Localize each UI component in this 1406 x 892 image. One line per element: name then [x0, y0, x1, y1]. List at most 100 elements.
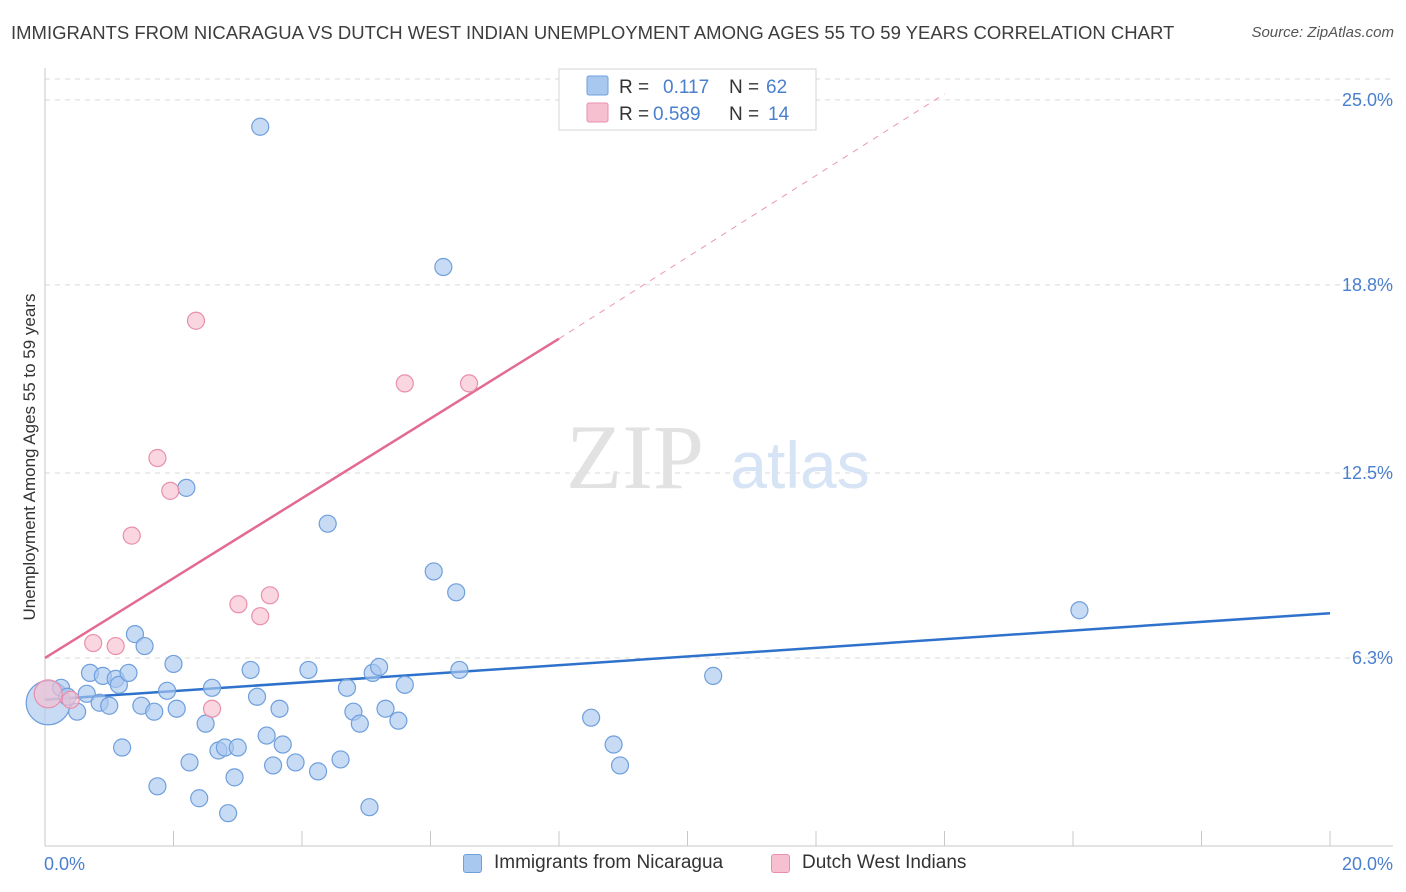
legend-n-value: 62: [766, 77, 787, 98]
point-nicaragua: [270, 699, 289, 718]
chart-title: IMMIGRANTS FROM NICARAGUA VS DUTCH WEST …: [11, 22, 1175, 43]
legend-swatch-blue: [586, 75, 609, 96]
point-nicaragua: [257, 726, 276, 745]
gridlines: [45, 78, 1393, 659]
legend-swatch-pink: [586, 102, 609, 123]
data-points: [25, 117, 1089, 823]
point-nicaragua: [112, 738, 132, 757]
legend-n-value: 14: [768, 104, 790, 125]
y-axis-label: Unemployment Among Ages 55 to 59 years: [20, 294, 39, 621]
point-nicaragua: [350, 714, 369, 733]
point-nicaragua: [263, 756, 283, 775]
point-nicaragua: [424, 562, 443, 581]
tick-labels: 6.3% 12.5% 18.8% 25.0% 0.0% 20.0%: [44, 90, 1393, 874]
point-nicaragua: [228, 738, 247, 757]
y-tick-label: 25.0%: [1342, 90, 1393, 110]
point-nicaragua: [376, 699, 395, 718]
point-dutch-west-indians: [229, 595, 248, 614]
legend-r-label: R =: [619, 77, 649, 98]
point-nicaragua: [145, 702, 164, 721]
point-dutch-west-indians: [459, 374, 479, 393]
point-nicaragua: [247, 687, 267, 706]
point-nicaragua: [100, 696, 119, 715]
legend-n-label: N =: [729, 104, 759, 125]
point-dutch-west-indians: [251, 607, 270, 626]
point-nicaragua: [135, 636, 154, 656]
legend-swatch-dutch-west-indians: [771, 853, 790, 873]
y-tick-label: 18.8%: [1342, 275, 1393, 295]
point-nicaragua: [331, 750, 350, 769]
point-nicaragua: [434, 257, 453, 277]
legend-r-value: 0.117: [663, 77, 709, 98]
point-nicaragua: [450, 660, 469, 680]
point-nicaragua: [180, 753, 199, 772]
point-nicaragua: [395, 675, 414, 694]
x-tick-label: 20.0%: [1342, 854, 1393, 874]
point-nicaragua: [164, 654, 183, 674]
point-nicaragua: [190, 789, 209, 808]
legend-item-dutch-west-indians[interactable]: Dutch West Indians: [771, 852, 966, 874]
legend-r-label: R =: [619, 104, 649, 125]
point-dutch-west-indians: [186, 311, 206, 330]
legend-label-nicaragua: Immigrants from Nicaragua: [494, 852, 724, 873]
legend-swatch-nicaragua: [463, 853, 482, 873]
point-nicaragua: [299, 660, 318, 680]
trend-line-dutch-west-indians: [44, 337, 560, 660]
point-dutch-west-indians: [202, 699, 222, 718]
point-dutch-west-indians: [84, 633, 103, 653]
point-dutch-west-indians: [395, 374, 414, 393]
point-nicaragua: [610, 756, 630, 775]
point-nicaragua: [202, 678, 222, 697]
point-nicaragua: [447, 583, 466, 602]
legend-box: R = 0.117 N = 62 R = 0.589 N = 14: [558, 68, 817, 131]
legend-label-dutch-west-indians: Dutch West Indians: [802, 852, 967, 873]
point-nicaragua: [241, 660, 260, 680]
point-dutch-west-indians: [61, 690, 80, 709]
trend-line-nicaragua: [44, 611, 1331, 702]
point-nicaragua: [389, 711, 408, 730]
point-nicaragua: [273, 735, 292, 754]
watermark-zip: ZIP: [566, 406, 704, 508]
point-nicaragua: [177, 478, 196, 497]
x-tick-label: 0.0%: [44, 854, 85, 874]
legend-n-label: N =: [729, 77, 759, 98]
point-nicaragua: [360, 798, 379, 817]
legend-r-value: 0.589: [653, 104, 701, 125]
point-dutch-west-indians: [33, 679, 63, 709]
point-nicaragua: [251, 117, 270, 136]
point-nicaragua: [704, 666, 723, 685]
point-nicaragua: [225, 768, 244, 787]
point-nicaragua: [125, 625, 145, 644]
legend-item-nicaragua[interactable]: Immigrants from Nicaragua: [463, 852, 723, 874]
point-nicaragua: [286, 753, 305, 772]
point-dutch-west-indians: [148, 448, 167, 468]
trend-extension-dutch-west-indians: [558, 93, 945, 340]
y-tick-label: 12.5%: [1342, 463, 1393, 483]
point-nicaragua: [318, 514, 337, 533]
watermark-atlas: atlas: [730, 428, 869, 502]
y-tick-label: 6.3%: [1352, 648, 1393, 668]
watermark: ZIP atlas: [566, 406, 870, 508]
point-nicaragua: [167, 699, 186, 718]
point-nicaragua: [109, 675, 128, 694]
point-nicaragua: [604, 735, 623, 754]
point-nicaragua: [1070, 601, 1089, 620]
axes: [44, 68, 1393, 847]
point-nicaragua: [582, 708, 601, 727]
point-dutch-west-indians: [161, 481, 180, 500]
point-nicaragua: [157, 681, 177, 700]
trend-lines: [44, 93, 1331, 702]
point-dutch-west-indians: [106, 636, 125, 656]
point-dutch-west-indians: [122, 526, 141, 545]
point-dutch-west-indians: [260, 586, 279, 605]
point-nicaragua: [77, 684, 96, 703]
point-nicaragua: [370, 657, 389, 677]
point-nicaragua: [148, 777, 167, 796]
point-nicaragua: [337, 678, 357, 697]
point-nicaragua: [219, 804, 238, 823]
series-legend: Immigrants from Nicaragua Dutch West Ind…: [0, 852, 1406, 878]
point-nicaragua: [308, 762, 328, 781]
source-label: Source: ZipAtlas.com: [1251, 24, 1394, 41]
point-nicaragua: [119, 663, 138, 683]
